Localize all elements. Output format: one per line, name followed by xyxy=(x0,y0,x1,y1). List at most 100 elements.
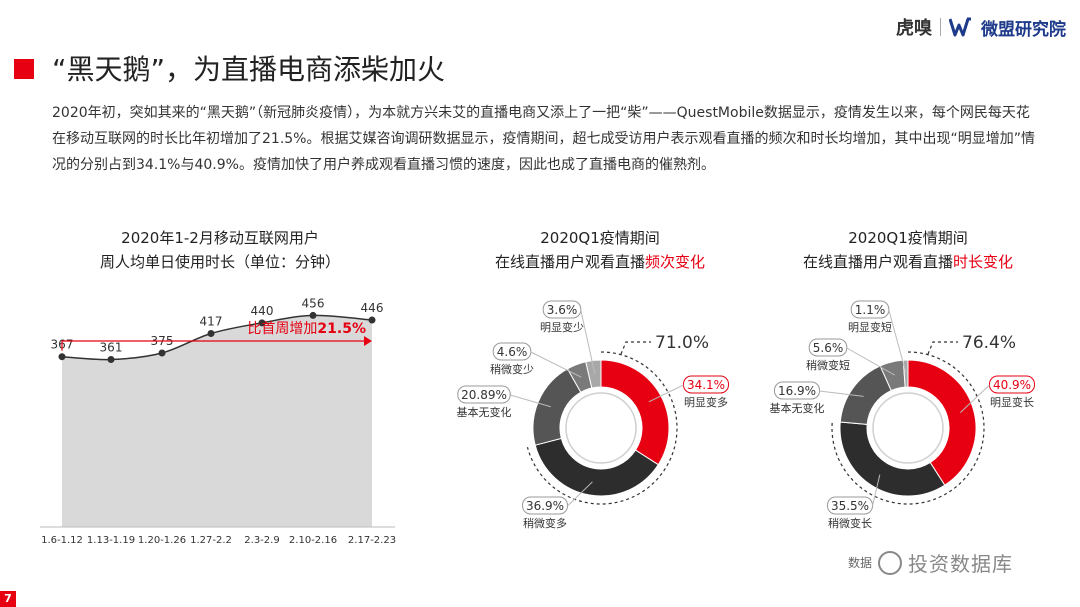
donut-inner-ring xyxy=(565,392,637,464)
slice-value: 36.9% xyxy=(526,499,564,513)
slice-value: 35.5% xyxy=(831,499,869,513)
donut-slice xyxy=(600,359,670,466)
donut2-title-line2: 在线直播用户观看直播时长变化 xyxy=(778,250,1038,274)
slice-value: 34.1% xyxy=(687,378,725,392)
slice-value-pill xyxy=(457,385,511,404)
slice-label: 明显变多 xyxy=(684,395,728,409)
line-chart-title-line1: 2020年1-2月移动互联网用户 xyxy=(121,229,319,247)
data-label: 361 xyxy=(100,340,123,354)
slice-label: 稍微变少 xyxy=(490,362,534,376)
slice-leader-line xyxy=(510,394,551,408)
growth-annotation-line xyxy=(61,340,366,351)
donut-slice xyxy=(534,437,659,497)
increase-share-arc xyxy=(526,351,678,505)
page-title: “黑天鹅”，为直播电商添柴加火 xyxy=(52,53,446,86)
slice-value: 1.1% xyxy=(855,303,886,317)
donut-slice xyxy=(585,359,602,389)
data-point xyxy=(158,349,166,357)
area-fill xyxy=(62,315,372,527)
increase-total-label: 71.0% xyxy=(655,333,709,353)
data-label: 446 xyxy=(361,301,384,315)
slice-leader-line xyxy=(846,347,896,376)
x-tick-label: 1.6-1.12 xyxy=(41,535,83,546)
slice-value-pill xyxy=(989,375,1035,394)
slice-label: 稍微变长 xyxy=(828,516,872,530)
total-leader xyxy=(927,341,958,355)
slice-label: 基本无变化 xyxy=(457,405,512,419)
slice-leader-line xyxy=(959,384,990,413)
donut2-title-highlight: 时长变化 xyxy=(953,253,1014,271)
x-tick-label: 2.17-2.23 xyxy=(348,535,396,546)
x-tick-label: 1.20-1.26 xyxy=(138,535,186,546)
increase-total-label: 76.4% xyxy=(962,333,1016,353)
title-marker xyxy=(14,59,34,79)
slice-label: 明显变短 xyxy=(848,320,892,334)
donut1-title-line2: 在线直播用户观看直播频次变化 xyxy=(470,250,730,274)
weimeng-logo-icon xyxy=(949,17,971,37)
growth-annotation-label: 比首周增加21.5% xyxy=(247,321,366,337)
slice-leader-line xyxy=(580,309,596,374)
data-point xyxy=(258,319,266,327)
slice-leader-line xyxy=(530,351,582,378)
line-chart-title-line2: 周人均单日使用时长（单位：分钟） xyxy=(99,253,340,271)
wechat-icon xyxy=(878,550,903,575)
data-point xyxy=(309,311,317,319)
slice-value: 5.6% xyxy=(813,341,844,355)
donut-slice xyxy=(839,421,946,497)
slice-label: 明显变长 xyxy=(990,395,1034,409)
logo-divider xyxy=(940,18,941,36)
slice-value-pill xyxy=(492,342,532,361)
slice-value: 3.6% xyxy=(547,303,578,317)
slice-leader-line xyxy=(872,474,881,507)
donut2-title: 2020Q1疫情期间 在线直播用户观看直播时长变化 xyxy=(778,226,1038,274)
slice-value: 4.6% xyxy=(497,345,528,359)
donut1-title: 2020Q1疫情期间 在线直播用户观看直播频次变化 xyxy=(470,226,730,274)
donut-slice xyxy=(907,359,977,486)
slice-leader-line xyxy=(567,481,593,507)
slice-value-pill xyxy=(808,338,848,357)
total-leader xyxy=(620,341,651,355)
donut2-title-line1: 2020Q1疫情期间 xyxy=(848,229,968,247)
slice-value-pill xyxy=(774,381,820,400)
data-label: 440 xyxy=(251,304,274,318)
body-paragraph: 2020年初，突如其来的“黑天鹅”（新冠肺炎疫情），为本就方兴未艾的直播电商又添… xyxy=(52,105,1035,173)
data-label: 417 xyxy=(200,315,223,329)
watermark: 数据 投资数据库 xyxy=(848,548,1013,577)
x-tick-label: 1.13-1.19 xyxy=(87,535,135,546)
donut1-title-line1: 2020Q1疫情期间 xyxy=(540,229,660,247)
x-tick-label: 2.3-2.9 xyxy=(244,535,279,546)
slice-label: 明显变少 xyxy=(540,320,584,334)
data-point xyxy=(368,316,376,324)
page-number: 7 xyxy=(0,591,16,607)
slice-value-pill xyxy=(683,375,729,394)
slice-leader-line xyxy=(648,384,684,403)
slice-value-pill xyxy=(542,300,582,319)
donut2-title-prefix: 在线直播用户观看直播 xyxy=(802,253,953,271)
slice-label: 稍微变短 xyxy=(806,358,850,372)
x-tick-label: 2.10-2.16 xyxy=(289,535,337,546)
data-point xyxy=(58,353,66,361)
watermark-text: 投资数据库 xyxy=(908,552,1014,576)
slice-value-pill xyxy=(850,300,890,319)
slice-leader-line xyxy=(888,309,907,374)
watermark-source: 数据 xyxy=(848,556,873,570)
slice-value: 20.89% xyxy=(461,388,507,402)
huxiu-logo: 虎嗅 xyxy=(896,18,932,39)
data-point xyxy=(107,355,115,363)
donut-inner-ring xyxy=(872,392,944,464)
slice-value: 16.9% xyxy=(778,384,816,398)
weimeng-logo-text: 微盟研究院 xyxy=(981,19,1066,40)
data-label: 456 xyxy=(302,296,325,310)
slice-label: 基本无变化 xyxy=(770,401,825,415)
data-point xyxy=(207,330,215,338)
slice-leader-line xyxy=(819,390,864,397)
donut1-title-prefix: 在线直播用户观看直播 xyxy=(494,253,645,271)
header-logos: 虎嗅 微盟研究院 xyxy=(896,14,1066,40)
increase-share-arc xyxy=(831,351,985,505)
line-chart-title: 2020年1-2月移动互联网用户 周人均单日使用时长（单位：分钟） xyxy=(60,226,380,274)
donut1-title-highlight: 频次变化 xyxy=(645,253,706,271)
slice-label: 稍微变多 xyxy=(523,516,567,530)
growth-annotation-arrow xyxy=(364,336,372,346)
slice-value: 40.9% xyxy=(993,378,1031,392)
